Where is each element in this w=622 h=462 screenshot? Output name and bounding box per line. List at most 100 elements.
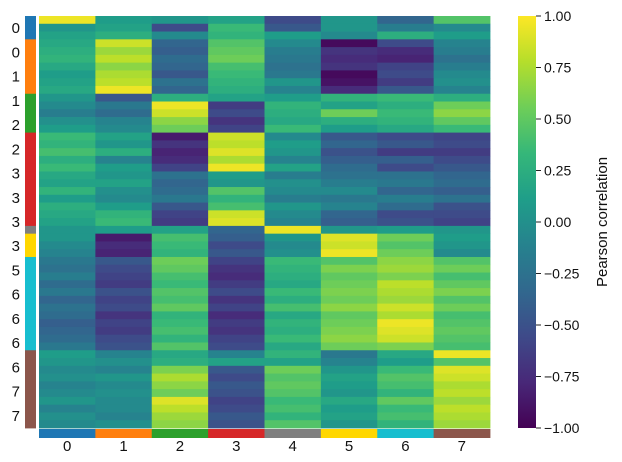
row-tick-label: 5: [12, 262, 20, 279]
row-group-color-cell: [25, 163, 36, 172]
row-group-color-cell: [25, 272, 36, 281]
heatmap-cell: [208, 389, 265, 398]
row-group-color-cell: [25, 412, 36, 421]
heatmap-cell: [95, 350, 153, 359]
row-group-color-cell: [25, 78, 36, 87]
heatmap-cell: [320, 163, 378, 172]
heatmap-cell: [95, 326, 153, 336]
heatmap-cell: [433, 389, 491, 398]
heatmap-cell: [377, 93, 435, 102]
heatmap-cell: [377, 256, 435, 266]
row-tick-label: 1: [12, 93, 20, 110]
heatmap-cell: [39, 39, 96, 48]
heatmap-cell: [433, 124, 491, 133]
heatmap-cell: [208, 358, 265, 367]
column-tick-label: 0: [63, 438, 71, 455]
heatmap-cell: [208, 326, 265, 336]
heatmap-cell: [377, 85, 435, 95]
heatmap-cell: [151, 187, 209, 196]
heatmap-cell: [264, 132, 322, 141]
heatmap-cell: [264, 326, 322, 336]
heatmap-cell: [433, 16, 491, 25]
row-group-color-cell: [25, 62, 36, 71]
row-tick-label: 0: [12, 44, 20, 61]
heatmap-cell: [95, 47, 153, 56]
heatmap-cell: [433, 326, 491, 336]
heatmap-cell: [95, 163, 153, 172]
heatmap-cell: [151, 256, 209, 266]
heatmap-cell: [320, 249, 378, 258]
heatmap-cell: [208, 179, 265, 188]
heatmap-cell: [39, 23, 96, 32]
heatmap-cell: [39, 78, 96, 87]
row-group-color-cell: [25, 303, 36, 312]
heatmap-cell: [377, 101, 435, 110]
heatmap-cell: [208, 272, 265, 281]
heatmap-cell: [208, 70, 265, 79]
heatmap-cell: [208, 241, 265, 250]
heatmap-cell: [264, 62, 322, 71]
heatmap-cell: [208, 163, 265, 172]
heatmap-cell: [208, 295, 265, 305]
heatmap-cell: [151, 381, 209, 390]
heatmap-cell: [264, 23, 322, 32]
heatmap-cell: [95, 381, 153, 390]
heatmap-cell: [377, 70, 435, 79]
heatmap-cell: [151, 132, 209, 141]
row-group-color-cell: [25, 16, 36, 25]
heatmap-cell: [320, 404, 378, 413]
column-group-color-cell: [208, 429, 265, 438]
heatmap-cell: [264, 303, 322, 312]
row-group-color-cell: [25, 233, 36, 242]
heatmap-cell: [320, 78, 378, 87]
heatmap-cell: [39, 218, 96, 227]
heatmap-cell: [39, 311, 96, 320]
heatmap-cell: [264, 412, 322, 421]
column-tick-label: 5: [345, 438, 353, 455]
heatmap-cell: [264, 396, 322, 406]
heatmap-cell: [39, 210, 96, 219]
heatmap-cell: [39, 256, 96, 266]
heatmap-cell: [151, 23, 209, 32]
heatmap-cell: [95, 62, 153, 71]
heatmap-cell: [320, 155, 378, 165]
heatmap-cell: [151, 54, 209, 64]
heatmap-cell: [433, 241, 491, 250]
heatmap-cell: [377, 319, 435, 328]
heatmap-cell: [208, 16, 265, 25]
heatmap-cell: [433, 47, 491, 56]
heatmap-cell: [151, 373, 209, 382]
heatmap-cell: [264, 85, 322, 95]
heatmap-cell: [433, 70, 491, 79]
heatmap-cell: [320, 319, 378, 328]
heatmap-cell: [95, 23, 153, 32]
row-group-color-cell: [25, 93, 36, 102]
heatmap-cell: [208, 47, 265, 56]
heatmap-cell: [320, 303, 378, 312]
heatmap-cell: [208, 381, 265, 390]
heatmap-cell: [377, 381, 435, 390]
row-tick-label: 6: [12, 359, 20, 376]
heatmap-cell: [39, 54, 96, 64]
heatmap-cell: [95, 225, 153, 235]
heatmap-cell: [264, 54, 322, 64]
heatmap-cell: [264, 117, 322, 126]
row-group-color-cell: [25, 140, 36, 149]
heatmap-cell: [433, 155, 491, 165]
heatmap-cell: [433, 62, 491, 71]
heatmap-cell: [433, 404, 491, 413]
heatmap-cell: [264, 202, 322, 211]
heatmap-cell: [377, 54, 435, 64]
heatmap-cell: [95, 420, 153, 429]
heatmap-cell: [39, 365, 96, 374]
heatmap-cell: [39, 109, 96, 118]
heatmap-cell: [151, 272, 209, 281]
heatmap-cell: [39, 155, 96, 165]
heatmap-cell: [39, 241, 96, 250]
row-group-color-cell: [25, 23, 36, 32]
row-tick-label: 2: [12, 117, 20, 134]
row-group-color-cell: [25, 218, 36, 227]
heatmap-cells: [39, 16, 491, 429]
heatmap-cell: [377, 78, 435, 87]
heatmap-cell: [320, 225, 378, 235]
